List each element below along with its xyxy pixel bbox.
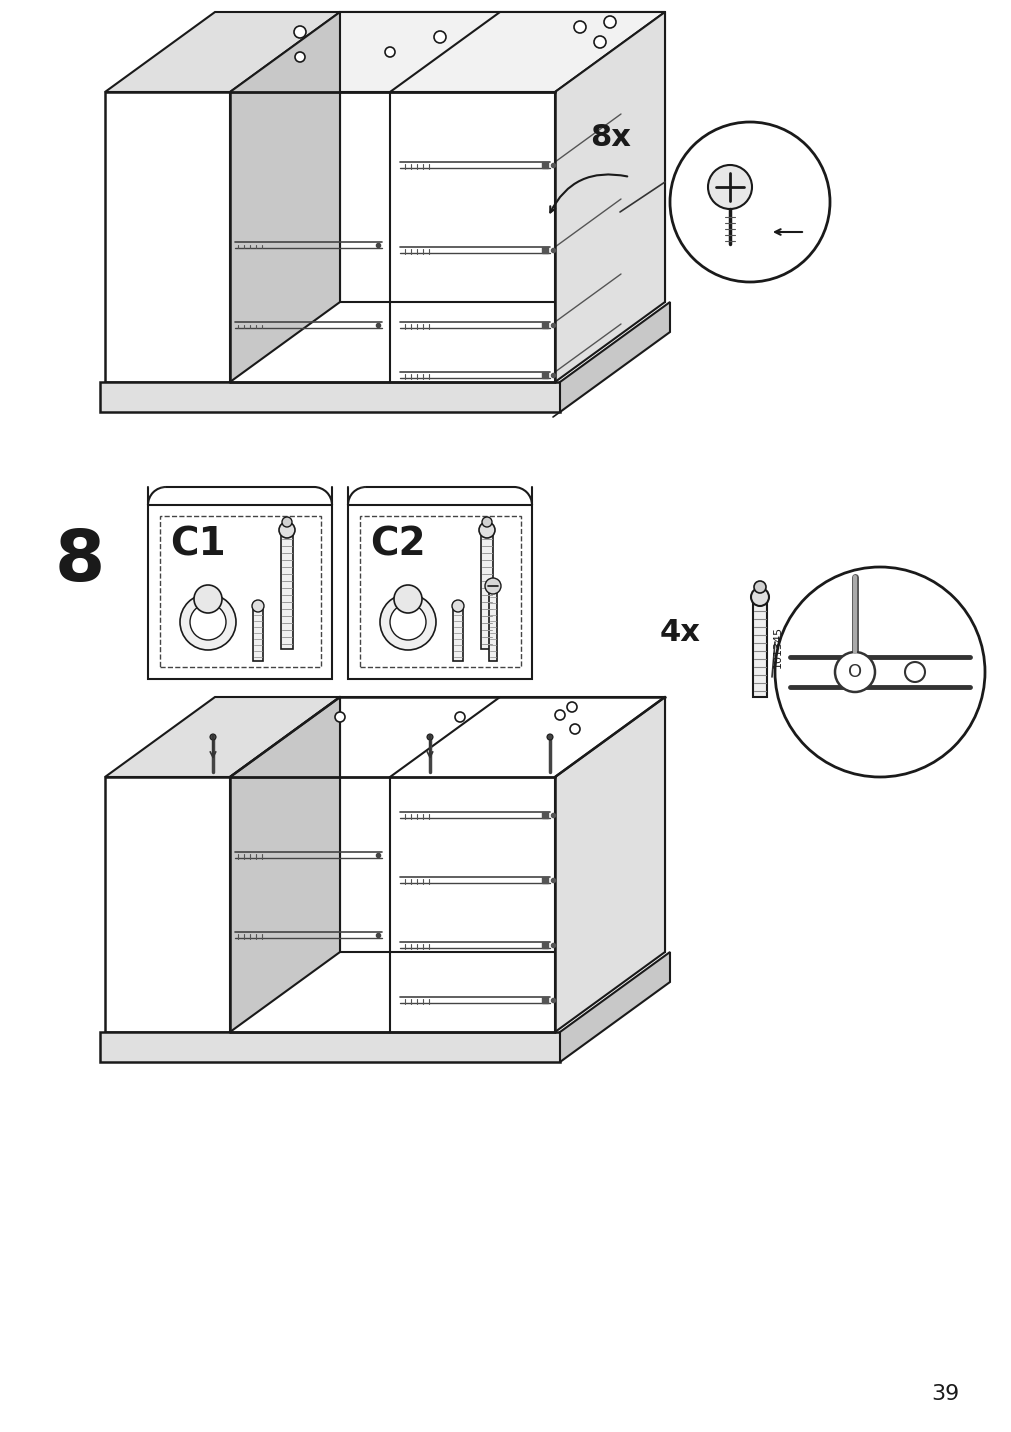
- Polygon shape: [453, 606, 463, 662]
- Polygon shape: [348, 505, 532, 679]
- Bar: [160, 516, 320, 667]
- Polygon shape: [480, 530, 492, 649]
- Circle shape: [452, 600, 463, 611]
- Polygon shape: [752, 597, 766, 697]
- Circle shape: [455, 712, 464, 722]
- Circle shape: [481, 517, 491, 527]
- Polygon shape: [340, 11, 664, 302]
- Circle shape: [774, 567, 984, 778]
- Circle shape: [566, 702, 576, 712]
- Text: C1: C1: [170, 526, 225, 563]
- Circle shape: [478, 523, 494, 538]
- Text: C2: C2: [370, 526, 426, 563]
- Polygon shape: [105, 778, 229, 1032]
- Text: 39: 39: [931, 1383, 959, 1403]
- Circle shape: [194, 586, 221, 613]
- Circle shape: [593, 36, 606, 49]
- Polygon shape: [148, 505, 332, 679]
- Polygon shape: [100, 1032, 559, 1063]
- Circle shape: [279, 523, 295, 538]
- Circle shape: [547, 735, 552, 740]
- Circle shape: [750, 589, 768, 606]
- Bar: [360, 516, 521, 667]
- Circle shape: [569, 725, 579, 735]
- Circle shape: [554, 710, 564, 720]
- Circle shape: [295, 52, 304, 62]
- Text: 101345: 101345: [772, 626, 783, 669]
- Polygon shape: [253, 606, 263, 662]
- Circle shape: [604, 16, 616, 29]
- Polygon shape: [281, 530, 293, 649]
- Circle shape: [294, 26, 305, 39]
- Polygon shape: [229, 11, 664, 92]
- Polygon shape: [559, 952, 669, 1063]
- Circle shape: [180, 594, 236, 650]
- Circle shape: [904, 662, 924, 682]
- Circle shape: [210, 735, 215, 740]
- Circle shape: [434, 32, 446, 43]
- Polygon shape: [105, 92, 229, 382]
- Circle shape: [573, 21, 585, 33]
- Circle shape: [282, 517, 292, 527]
- Polygon shape: [105, 11, 340, 92]
- Circle shape: [669, 122, 829, 282]
- Circle shape: [389, 604, 426, 640]
- Circle shape: [484, 579, 500, 594]
- Text: 8x: 8x: [589, 123, 630, 152]
- Text: 8: 8: [55, 527, 105, 596]
- Circle shape: [379, 594, 436, 650]
- Polygon shape: [554, 697, 664, 1032]
- Circle shape: [753, 581, 765, 593]
- Polygon shape: [229, 11, 340, 382]
- Polygon shape: [229, 697, 340, 1032]
- Polygon shape: [559, 302, 669, 412]
- Polygon shape: [100, 382, 559, 412]
- Polygon shape: [105, 697, 340, 778]
- Polygon shape: [340, 697, 664, 952]
- Polygon shape: [488, 591, 496, 662]
- Text: O: O: [847, 663, 861, 682]
- Circle shape: [834, 652, 875, 692]
- Circle shape: [252, 600, 264, 611]
- Circle shape: [190, 604, 225, 640]
- Circle shape: [427, 735, 433, 740]
- Circle shape: [708, 165, 751, 209]
- Circle shape: [384, 47, 394, 57]
- Circle shape: [393, 586, 422, 613]
- Polygon shape: [554, 11, 664, 382]
- Text: 4x: 4x: [659, 617, 701, 646]
- Circle shape: [335, 712, 345, 722]
